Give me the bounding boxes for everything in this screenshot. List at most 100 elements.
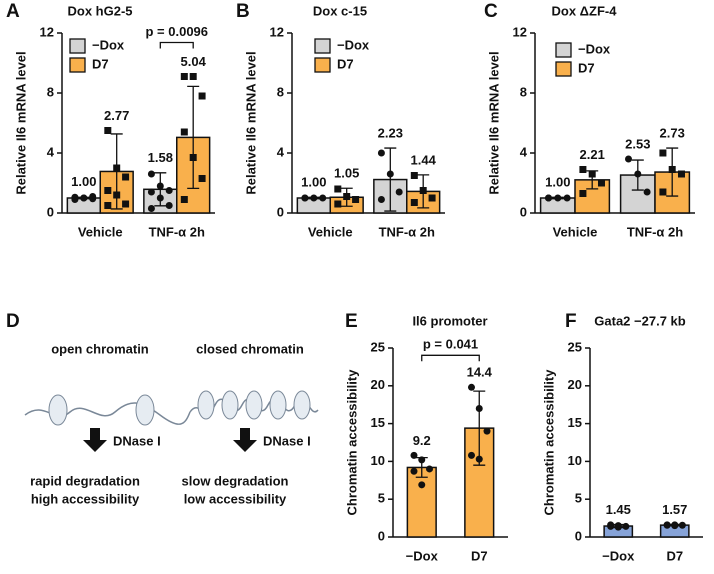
y-tick-label: 25	[568, 339, 582, 354]
error-bar	[473, 390, 486, 466]
data-point	[579, 190, 587, 197]
data-point	[419, 187, 427, 194]
data-point	[671, 522, 679, 530]
nucleosome	[135, 394, 155, 426]
data-point	[563, 194, 571, 202]
value-label: 1.00	[301, 175, 326, 190]
data-point	[659, 188, 667, 196]
data-point	[156, 182, 164, 190]
y-axis-label: Relative Il6 mRNA level	[243, 51, 258, 194]
x-tick-label: TNF-α 2h	[379, 224, 435, 239]
y-tick-label: 0	[47, 204, 54, 219]
data-point	[156, 194, 164, 202]
data-point	[545, 194, 553, 202]
data-point	[310, 194, 318, 202]
x-tick-label: Vehicle	[308, 224, 353, 239]
value-label: 1.58	[148, 150, 173, 165]
data-point	[377, 149, 385, 157]
data-point	[319, 194, 327, 202]
data-point	[634, 170, 642, 178]
legend-swatch	[69, 38, 86, 54]
value-label: 2.23	[378, 125, 403, 140]
data-point	[165, 202, 173, 209]
x-tick-label: Vehicle	[78, 224, 123, 239]
enzyme-label: DNase I	[263, 433, 311, 448]
value-label: 5.04	[181, 54, 207, 69]
value-label: 2.77	[104, 108, 129, 123]
chart-title: Dox hG2-5	[67, 3, 132, 18]
data-point	[588, 170, 596, 178]
data-point	[189, 73, 197, 80]
y-tick-label: 8	[47, 84, 54, 99]
x-tick-label: D7	[471, 548, 488, 563]
value-label: 1.45	[606, 502, 631, 517]
y-tick-label: 5	[378, 491, 385, 506]
panel-label: C	[484, 1, 498, 22]
y-axis-label: Relative Il6 mRNA level	[486, 51, 501, 194]
data-point	[301, 194, 309, 202]
data-point	[180, 128, 188, 136]
data-point	[467, 451, 475, 459]
data-point	[122, 173, 130, 181]
y-tick-label: 0	[277, 204, 284, 219]
data-point	[122, 200, 130, 208]
value-label: 2.73	[660, 125, 685, 140]
y-tick-label: 25	[371, 339, 385, 354]
data-point	[198, 92, 206, 100]
data-point	[180, 196, 188, 203]
data-point	[614, 523, 622, 531]
data-point	[104, 187, 112, 194]
data-point	[395, 188, 403, 196]
chart-title: Gata2 −27.7 kb	[594, 313, 685, 328]
data-point	[198, 175, 206, 182]
panel-label: A	[6, 1, 20, 22]
data-point	[668, 166, 676, 173]
legend-label: −Dox	[337, 37, 370, 52]
result-label: low accessibility	[184, 491, 287, 506]
data-point	[189, 154, 197, 161]
value-label: 14.4	[467, 365, 493, 380]
legend-swatch	[69, 57, 86, 73]
data-point	[579, 166, 587, 173]
arrow	[233, 428, 257, 452]
legend-swatch	[555, 42, 572, 58]
y-tick-label: 4	[520, 144, 528, 159]
data-point	[113, 191, 121, 199]
y-axis-label: Chromatin accessibility	[344, 369, 359, 516]
data-point	[71, 193, 79, 201]
data-point	[410, 172, 418, 179]
data-point	[147, 205, 155, 212]
data-point	[377, 196, 385, 203]
panel-label: B	[236, 1, 250, 22]
y-tick-label: 10	[568, 453, 582, 468]
y-axis-label: Chromatin accessibility	[541, 369, 556, 516]
y-tick-label: 4	[47, 144, 55, 159]
x-tick-label: TNF-α 2h	[627, 224, 683, 239]
data-point	[625, 155, 633, 163]
legend-swatch	[314, 57, 331, 73]
x-tick-label: D7	[666, 548, 683, 563]
significance-bracket	[421, 354, 480, 362]
x-tick-label: −Dox	[406, 548, 439, 563]
data-point	[475, 404, 483, 412]
data-point	[597, 179, 605, 187]
y-tick-label: 4	[277, 144, 285, 159]
data-point	[334, 200, 342, 208]
data-point	[426, 465, 434, 473]
value-label: 2.21	[580, 147, 605, 162]
data-point	[89, 195, 97, 203]
data-point	[104, 202, 112, 209]
data-point	[677, 170, 685, 178]
value-label: 1.00	[71, 174, 96, 189]
diagram-label: closed chromatin	[196, 341, 304, 356]
data-point	[467, 383, 475, 391]
y-tick-label: 10	[371, 453, 385, 468]
data-point	[475, 455, 483, 463]
result-label: high accessibility	[31, 491, 140, 506]
data-point	[607, 522, 615, 530]
chart-title: Dox c-15	[313, 3, 367, 18]
legend-label: −Dox	[578, 41, 611, 56]
data-point	[410, 467, 418, 475]
y-tick-label: 0	[378, 528, 385, 543]
p-value: p = 0.0096	[145, 24, 208, 39]
